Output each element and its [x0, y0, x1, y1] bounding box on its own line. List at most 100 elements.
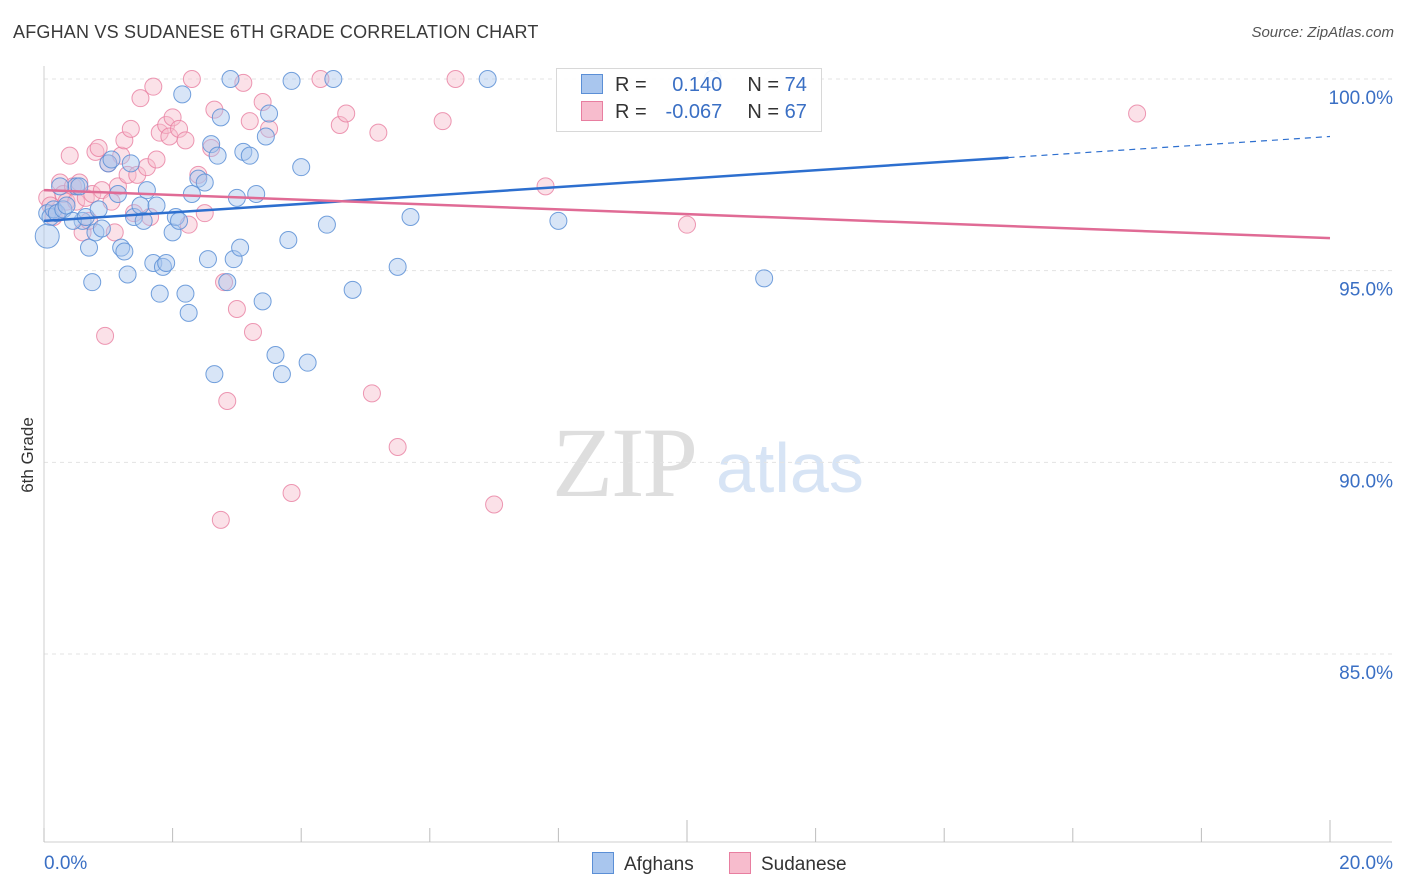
sudanese-point	[163, 108, 182, 127]
y-tick-label: 95.0%	[1339, 280, 1393, 301]
afghans-point	[202, 135, 221, 154]
afghans-point	[266, 346, 285, 364]
afghans-point	[195, 173, 214, 192]
legend-item-afghans[interactable]: Afghans	[592, 852, 694, 876]
afghans-point	[205, 365, 224, 384]
sudanese-point	[446, 70, 465, 88]
afghans-swatch	[592, 852, 614, 874]
sudanese-trend-line	[43, 188, 1331, 240]
afghans-point	[144, 254, 163, 272]
afghans-point	[125, 208, 144, 226]
grid-lines	[44, 78, 1392, 655]
legend-row-afghans: R = 0.140 N = 74	[581, 74, 807, 98]
x-tick-label: 0.0%	[44, 853, 87, 874]
sudanese-point	[282, 484, 301, 502]
legend-label: Afghans	[624, 854, 694, 875]
sudanese-point	[218, 392, 237, 410]
watermark-atlas: atlas	[716, 429, 864, 507]
afghans-point	[157, 254, 176, 272]
afghans-point	[298, 353, 317, 372]
x-tick-label: 20.0%	[1339, 853, 1393, 874]
afghans-point	[388, 257, 407, 276]
afghans-point	[102, 150, 121, 169]
correlation-legend: R = 0.140 N = 74 R = -0.067 N = 67	[556, 68, 822, 132]
sudanese-point	[144, 77, 163, 96]
afghans-point	[755, 269, 774, 288]
sudanese-point	[205, 100, 224, 119]
afghans-point	[121, 154, 140, 173]
y-tick-label: 100.0%	[1329, 88, 1394, 109]
sudanese-point	[60, 146, 79, 165]
afghans-point	[260, 104, 279, 123]
legend-item-sudanese[interactable]: Sudanese	[729, 852, 847, 876]
sudanese-point	[150, 123, 169, 142]
afghans-trend-extension	[1008, 135, 1331, 159]
afghans-point	[147, 196, 166, 215]
afghans-point	[137, 181, 156, 200]
sudanese-points	[38, 70, 1147, 529]
afghans-point	[256, 127, 275, 146]
sudanese-point	[369, 123, 388, 142]
afghans-point	[150, 284, 169, 303]
afghans-point	[282, 71, 301, 90]
afghans-point	[115, 242, 134, 261]
sudanese-point	[147, 150, 166, 169]
trend-lines	[43, 135, 1331, 240]
n-value: 74	[784, 74, 807, 96]
sudanese-point	[170, 119, 189, 138]
sudanese-point	[89, 139, 108, 157]
afghans-point	[253, 292, 272, 311]
afghans-point	[478, 70, 497, 88]
afghans-point	[208, 146, 227, 165]
afghans-point	[118, 265, 137, 284]
sudanese-point	[131, 89, 150, 108]
afghans-point	[272, 365, 291, 384]
afghans-point	[343, 280, 362, 299]
afghans-point	[221, 70, 240, 88]
afghans-point	[549, 211, 568, 230]
sudanese-point	[176, 131, 195, 150]
sudanese-point	[362, 384, 381, 403]
afghans-point	[211, 108, 230, 127]
afghans-point	[218, 273, 237, 292]
afghans-point	[92, 219, 111, 238]
n-label: N =	[747, 74, 780, 96]
sudanese-point	[337, 104, 356, 123]
afghans-point	[240, 146, 259, 165]
afghans-point	[173, 85, 192, 104]
sudanese-point	[243, 323, 262, 341]
afghans-point	[247, 185, 266, 203]
afghans-point	[170, 211, 189, 230]
sudanese-point	[128, 165, 147, 184]
sudanese-point	[118, 165, 137, 184]
n-label: N =	[747, 101, 780, 123]
afghans-point	[182, 185, 201, 203]
watermark-zip: ZIP	[552, 407, 698, 518]
sudanese-point	[388, 438, 407, 456]
afghans-swatch	[581, 74, 603, 94]
afghans-point	[131, 196, 150, 215]
sudanese-point	[211, 510, 230, 529]
sudanese-point	[678, 215, 696, 234]
sudanese-point	[253, 93, 272, 111]
sudanese-point	[96, 326, 115, 345]
sudanese-point	[108, 177, 127, 196]
afghans-point	[224, 250, 243, 269]
legend-row-sudanese: R = -0.067 N = 67	[581, 101, 807, 125]
axes	[43, 66, 1392, 843]
afghans-point	[83, 273, 102, 292]
r-value: -0.067	[665, 101, 723, 123]
sudanese-swatch	[581, 101, 603, 121]
sudanese-point	[433, 112, 452, 131]
sudanese-point	[115, 131, 134, 150]
sudanese-point	[485, 495, 504, 514]
chart-title: AFGHAN VS SUDANESE 6TH GRADE CORRELATION…	[13, 22, 539, 42]
sudanese-point	[240, 112, 259, 131]
sudanese-point	[202, 139, 221, 157]
sudanese-point	[330, 116, 349, 134]
sudanese-point	[311, 70, 330, 88]
source-label: Source: ZipAtlas.com	[1251, 24, 1394, 41]
afghans-point	[279, 231, 298, 249]
afghans-point	[57, 196, 76, 215]
